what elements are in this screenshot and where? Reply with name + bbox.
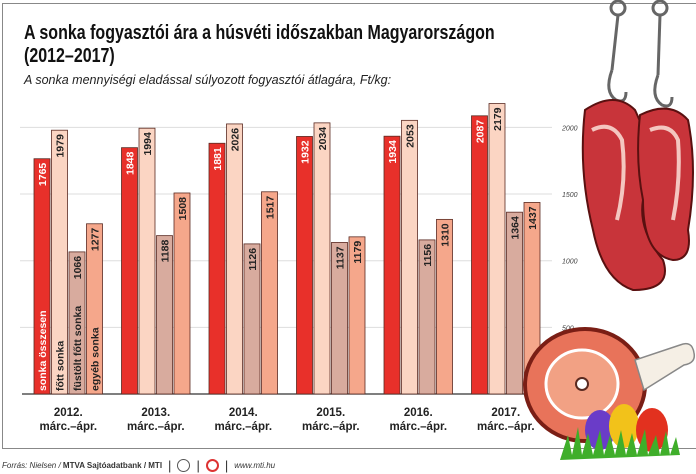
bar-egyéb-sonka [436, 218, 453, 395]
bar-füstölt-főtt-sonka [156, 235, 173, 395]
bar-sonka-összesen [208, 142, 226, 395]
bar-főtt-sonka [313, 122, 331, 395]
x-tick-year: 2016. [404, 407, 433, 419]
legend-label: főtt sonka [55, 341, 67, 391]
title-line-2: (2012–2017) [24, 45, 115, 67]
bar-sonka-összesen [383, 135, 401, 395]
data-label: 1137 [335, 246, 347, 269]
x-tick-period: márc.–ápr. [214, 421, 272, 433]
chart-frame [2, 3, 696, 449]
separator: | [224, 458, 229, 473]
data-label: 1979 [55, 134, 67, 158]
data-label: 2034 [317, 127, 329, 151]
separator: | [168, 458, 172, 473]
legend-label: sonka összesen [37, 310, 49, 391]
data-label: 1126 [247, 248, 259, 271]
bar-sonka-összesen [471, 115, 488, 395]
x-tick-year: 2014. [229, 407, 258, 419]
bar-sonka-összesen [296, 136, 313, 395]
data-label: 1932 [300, 140, 312, 164]
data-label: 1881 [212, 147, 224, 171]
grass [560, 427, 680, 460]
source-bank: MTVA Sajtóadatbank / MTI [62, 461, 163, 470]
hook-chain-icon [607, 0, 674, 108]
x-tick-period: márc.–ápr. [477, 421, 535, 433]
data-label: 1364 [510, 216, 522, 240]
chart-title: A sonka fogyasztói ára a húsvéti időszak… [24, 22, 495, 68]
bar-füstölt-főtt-sonka [68, 251, 86, 395]
y-tick-label: 500 [562, 325, 574, 332]
bar-füstölt-főtt-sonka [243, 243, 261, 395]
data-label: 1994 [142, 132, 154, 156]
x-tick-period: márc.–ápr. [39, 421, 97, 433]
chart-subtitle: A sonka mennyiségi eladással súlyozott f… [24, 73, 392, 87]
bar-egyéb-sonka [86, 223, 103, 395]
data-label: 1179 [352, 241, 364, 264]
data-label: 1277 [90, 228, 102, 252]
bar-füstölt-főtt-sonka [506, 211, 523, 395]
x-tick-period: márc.–ápr. [127, 421, 185, 433]
data-label: 1437 [527, 206, 539, 230]
website-link[interactable]: www.mti.hu [234, 461, 276, 470]
bar-főtt-sonka [488, 103, 506, 395]
data-label: 1066 [72, 256, 84, 280]
data-label: 1156 [422, 244, 434, 267]
x-tick-year: 2017. [491, 407, 520, 419]
bar-főtt-sonka [226, 123, 243, 395]
mtva-logo-icon [177, 459, 191, 472]
bar-füstölt-főtt-sonka [418, 239, 436, 395]
ham-bone [634, 342, 696, 392]
legend-label: egyéb sonka [90, 327, 102, 391]
data-label: 2087 [475, 120, 487, 144]
easter-egg-yellow [609, 404, 639, 448]
x-tick-year: 2013. [141, 407, 170, 419]
x-tick-period: márc.–ápr. [389, 421, 447, 433]
mti-logo-icon [205, 459, 219, 472]
y-tick-label: 1500 [562, 192, 578, 199]
data-label: 1508 [177, 197, 189, 221]
y-tick-label: 2000 [561, 125, 578, 132]
footer: Forrás: Nielsen / MTVA Sajtóadatbank / M… [2, 458, 275, 473]
bar-sonka-összesen [121, 147, 138, 395]
data-label: 1517 [265, 196, 277, 220]
data-label: 2026 [230, 128, 242, 152]
data-label: 1848 [125, 152, 137, 176]
separator: | [196, 458, 200, 473]
x-tick-year: 2012. [54, 407, 83, 419]
y-tick-label: 1000 [562, 259, 578, 266]
bar-egyéb-sonka [261, 191, 278, 395]
bar-főtt-sonka [401, 119, 418, 395]
bar-egyéb-sonka [173, 192, 191, 395]
legend-label: füstölt főtt sonka [72, 306, 84, 391]
data-label: 1310 [440, 223, 452, 247]
x-tick-year: 2015. [316, 407, 345, 419]
data-label: 2179 [492, 107, 504, 131]
ham-illustration [523, 0, 696, 460]
title-line-1: A sonka fogyasztói ára a húsvéti időszak… [24, 22, 495, 44]
x-tick-period: márc.–ápr. [302, 421, 360, 433]
data-label: 1188 [160, 239, 172, 262]
source-text: Forrás: Nielsen / [2, 461, 61, 470]
bar-főtt-sonka [51, 129, 68, 395]
data-label: 2053 [405, 124, 417, 148]
data-label: 1765 [37, 163, 49, 187]
bar-egyéb-sonka [348, 236, 366, 395]
bar-főtt-sonka [138, 127, 156, 395]
bar-füstölt-főtt-sonka [331, 242, 348, 395]
data-label: 1934 [387, 140, 399, 164]
bar-sonka-összesen [33, 158, 51, 395]
